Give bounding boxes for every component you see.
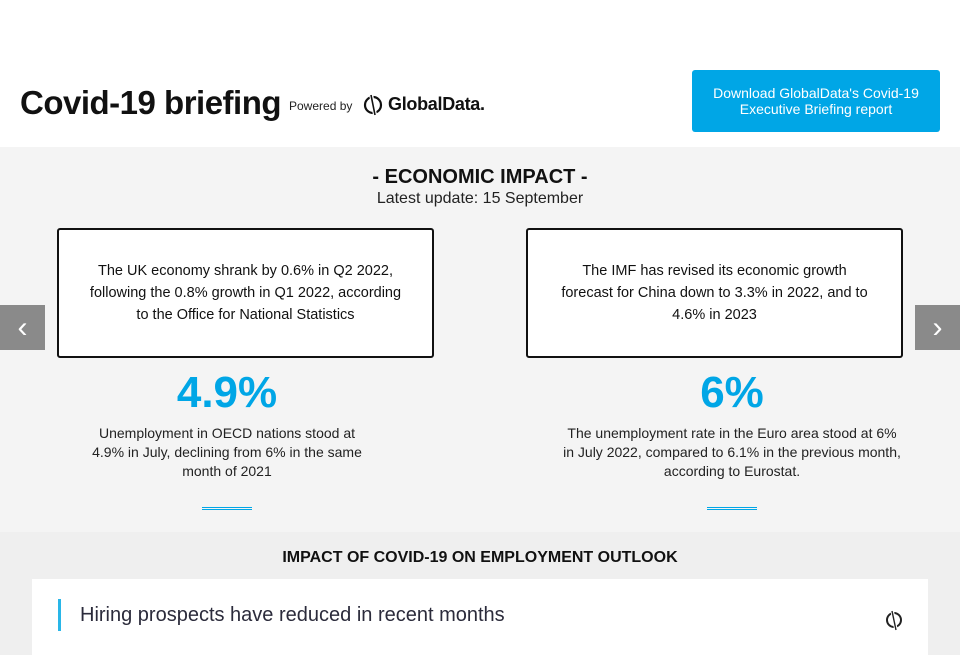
logo-text: GlobalData. xyxy=(388,93,485,114)
prev-arrow-button[interactable]: ‹ xyxy=(0,305,45,350)
globaldata-icon xyxy=(886,609,902,631)
section-heading: - ECONOMIC IMPACT - xyxy=(372,166,588,188)
stat-value: 6% xyxy=(700,368,764,417)
card-title: Hiring prospects have reduced in recent … xyxy=(80,604,505,626)
chevron-right-icon: › xyxy=(932,310,943,344)
divider xyxy=(707,507,757,510)
next-arrow-button[interactable]: › xyxy=(915,305,960,350)
page-title: Covid-19 briefing xyxy=(20,84,282,121)
stat-value: 4.9% xyxy=(176,368,278,417)
fact-box: The IMF has revised its economic growth … xyxy=(526,228,903,358)
globaldata-logo[interactable]: GlobalData. xyxy=(362,92,485,116)
download-report-button[interactable]: Download GlobalData's Covid-19 Executive… xyxy=(692,70,940,132)
accent-bar xyxy=(58,599,61,631)
stat-text: Unemployment in OECD nations stood at 4.… xyxy=(92,425,362,479)
powered-by-label: Powered by xyxy=(289,99,353,113)
employment-heading: IMPACT OF COVID-19 ON EMPLOYMENT OUTLOOK xyxy=(282,549,678,566)
stat-text: The unemployment rate in the Euro area s… xyxy=(563,425,901,479)
globaldata-logo-icon xyxy=(363,93,383,116)
chart-card xyxy=(32,579,928,655)
divider xyxy=(202,507,252,510)
chevron-left-icon: ‹ xyxy=(17,310,28,344)
latest-update: Latest update: 15 September xyxy=(376,190,584,207)
fact-box: The UK economy shrank by 0.6% in Q2 2022… xyxy=(57,228,434,358)
